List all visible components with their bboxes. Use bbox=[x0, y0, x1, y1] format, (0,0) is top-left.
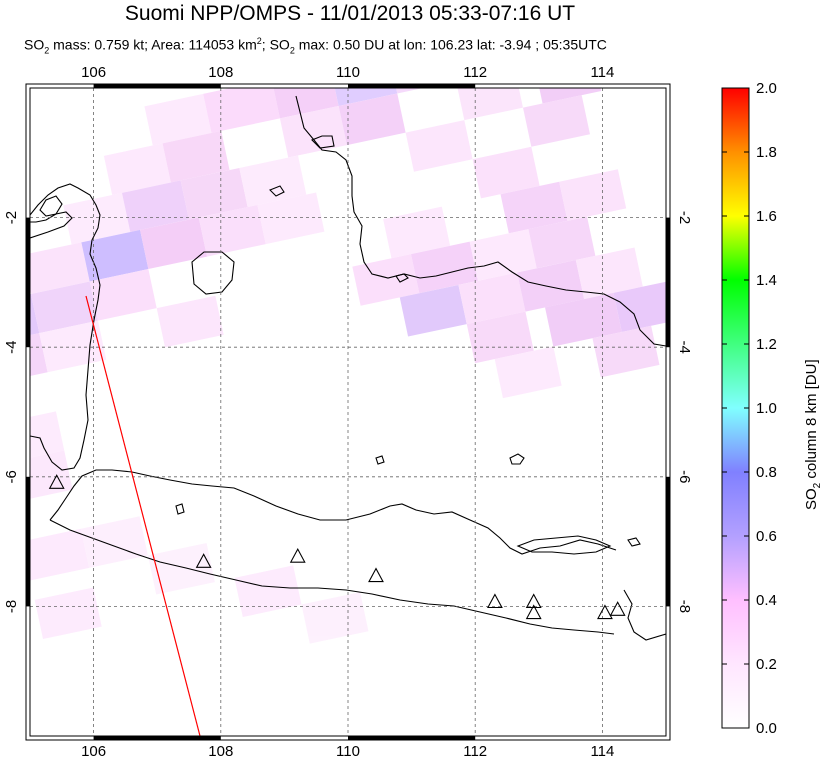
border-bar-left bbox=[26, 476, 30, 607]
area-sup: 2 bbox=[256, 36, 262, 46]
tick-labels: 106 106 108 108 110 110 112 112 114 114 -2 -2 -4 -4 -6… bbox=[3, 64, 693, 759]
colorbar-tick-0.0: 0.0 bbox=[756, 720, 777, 737]
mass-sub: 2 bbox=[44, 45, 50, 56]
coastline-sumatra bbox=[30, 183, 101, 471]
coastline-bali bbox=[623, 589, 666, 641]
border-bar-left bbox=[26, 217, 30, 348]
max-text: max: 0.50 DU at lon: 106.23 lat: -3.94 ;… bbox=[294, 36, 607, 53]
map-title: Suomi NPP/OMPS - 11/01/2013 05:33-07:16 … bbox=[124, 2, 576, 25]
colorbar-tick-2.0: 2.0 bbox=[756, 80, 777, 97]
mass-text: mass: 0.759 kt; Area: 114053 km bbox=[49, 36, 257, 53]
triangle-icon bbox=[609, 601, 626, 616]
colorbar-tick-0.6: 0.6 bbox=[756, 528, 777, 545]
map-border-bars bbox=[26, 84, 670, 740]
coastline-madura bbox=[516, 535, 612, 555]
colorbar-label-sub: 2 bbox=[812, 482, 823, 488]
lat-tick-right--2: -2 bbox=[676, 211, 693, 224]
triangle-icon bbox=[525, 604, 542, 620]
colorbar-tick-1.4: 1.4 bbox=[756, 272, 777, 289]
lat-tick-left--8: -8 bbox=[3, 600, 20, 613]
lon-tick-bottom-108: 108 bbox=[208, 743, 233, 759]
lon-tick-bottom-112: 112 bbox=[463, 743, 487, 759]
colorbar-tick-0.4: 0.4 bbox=[756, 592, 777, 609]
triangle-icon bbox=[486, 593, 503, 609]
border-bar-right bbox=[666, 476, 670, 607]
triangle-icon bbox=[195, 553, 212, 568]
triangle-icon bbox=[368, 567, 384, 583]
colorbar-tick-1.8: 1.8 bbox=[756, 144, 777, 161]
colorbar-tick-1.0: 1.0 bbox=[756, 400, 777, 417]
coastline-islet-1 bbox=[509, 453, 525, 465]
lat-tick-left--4: -4 bbox=[3, 341, 20, 354]
triangle-icon bbox=[597, 604, 613, 620]
triangle-icon bbox=[525, 593, 542, 609]
coastline-java-north bbox=[49, 469, 617, 555]
lon-tick-top-106: 106 bbox=[81, 64, 106, 81]
triangle-icon bbox=[48, 474, 65, 489]
map-subtitle: SO2 mass: 0.759 kt; Area: 114053 km2; SO… bbox=[24, 36, 607, 55]
coastline-islet-6 bbox=[627, 537, 641, 547]
volcano-markers bbox=[48, 474, 626, 620]
coastline-islet-3 bbox=[395, 273, 409, 283]
colorbar-tick-0.8: 0.8 bbox=[756, 464, 777, 481]
colorbar-label: SO2 column 8 km [DU] bbox=[803, 359, 823, 510]
coastline-bangka bbox=[39, 195, 63, 217]
border-bar-bottom bbox=[348, 736, 476, 740]
lat-tick-right--6: -6 bbox=[676, 470, 693, 483]
lon-tick-bottom-110: 110 bbox=[336, 743, 360, 759]
coastline-islet-5 bbox=[175, 503, 185, 515]
max-sub: 2 bbox=[289, 45, 295, 56]
coastline-borneo-bay bbox=[311, 135, 335, 149]
orbit-track-line bbox=[85, 295, 201, 737]
graticule bbox=[30, 88, 666, 736]
lon-tick-top-112: 112 bbox=[463, 64, 487, 81]
border-bar-top bbox=[93, 84, 221, 88]
coastline-borneo bbox=[295, 95, 666, 347]
coastline-belitung bbox=[191, 251, 235, 295]
colorbar-ticks: 0.0 0.2 0.4 0.6 0.8 1.0 1.2 1.4 1.6 1.8 2.0 bbox=[722, 80, 777, 737]
coastline-islet-4 bbox=[375, 455, 385, 465]
triangle-icon bbox=[289, 547, 306, 563]
coastline-sumatra-inner bbox=[30, 211, 73, 239]
lat-tick-left--6: -6 bbox=[3, 470, 20, 483]
colorbar-tick-0.2: 0.2 bbox=[756, 656, 777, 673]
mass-prefix: SO bbox=[24, 36, 45, 53]
lon-tick-top-114: 114 bbox=[590, 64, 614, 81]
so2-pixel-layer bbox=[30, 88, 666, 644]
colorbar-tick-1.2: 1.2 bbox=[756, 336, 777, 353]
coastline-java-south bbox=[49, 519, 615, 635]
lat-tick-right--8: -8 bbox=[676, 600, 693, 613]
lon-tick-bottom-106: 106 bbox=[81, 743, 106, 759]
lat-tick-right--4: -4 bbox=[676, 341, 693, 354]
max-prefix: ; SO bbox=[261, 36, 290, 53]
border-bar-bottom bbox=[93, 736, 221, 740]
colorbar-tick-1.6: 1.6 bbox=[756, 208, 777, 225]
lon-tick-top-110: 110 bbox=[336, 64, 360, 81]
colorbar-label-suffix: column 8 km [DU] bbox=[803, 359, 820, 482]
border-bar-right bbox=[666, 217, 670, 348]
border-bar-top bbox=[348, 84, 476, 88]
coastline-islet-2 bbox=[269, 185, 285, 197]
lon-tick-top-108: 108 bbox=[208, 64, 233, 81]
lat-tick-left--2: -2 bbox=[3, 211, 20, 224]
lon-tick-bottom-114: 114 bbox=[590, 743, 614, 759]
colorbar-label-prefix: SO bbox=[803, 488, 820, 510]
coastline-layer bbox=[30, 95, 666, 641]
